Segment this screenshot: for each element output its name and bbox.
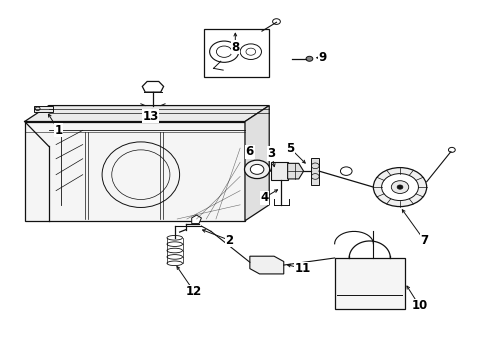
Bar	[335, 258, 405, 309]
Text: 2: 2	[225, 234, 234, 247]
Bar	[204, 30, 269, 77]
Circle shape	[382, 174, 418, 201]
Circle shape	[392, 181, 409, 193]
Text: 11: 11	[295, 262, 311, 275]
Polygon shape	[288, 163, 304, 179]
Text: 8: 8	[231, 41, 240, 54]
Circle shape	[245, 160, 270, 179]
Text: 7: 7	[420, 234, 428, 247]
Circle shape	[250, 165, 264, 174]
Text: 13: 13	[143, 110, 159, 123]
Text: 9: 9	[318, 51, 327, 64]
Polygon shape	[24, 105, 269, 122]
Text: 1: 1	[54, 124, 63, 137]
Text: 12: 12	[186, 285, 202, 298]
Text: 4: 4	[260, 191, 269, 204]
Bar	[270, 162, 288, 180]
Polygon shape	[245, 105, 269, 221]
Circle shape	[397, 185, 403, 189]
Polygon shape	[250, 256, 284, 274]
Bar	[311, 158, 319, 185]
Circle shape	[306, 56, 313, 61]
Circle shape	[373, 168, 427, 207]
Text: 10: 10	[411, 299, 427, 312]
Polygon shape	[24, 122, 245, 221]
Text: 3: 3	[268, 147, 276, 160]
Polygon shape	[142, 81, 164, 92]
Bar	[34, 105, 53, 112]
Polygon shape	[192, 215, 201, 224]
Text: 5: 5	[286, 141, 294, 154]
Text: 6: 6	[245, 145, 254, 158]
